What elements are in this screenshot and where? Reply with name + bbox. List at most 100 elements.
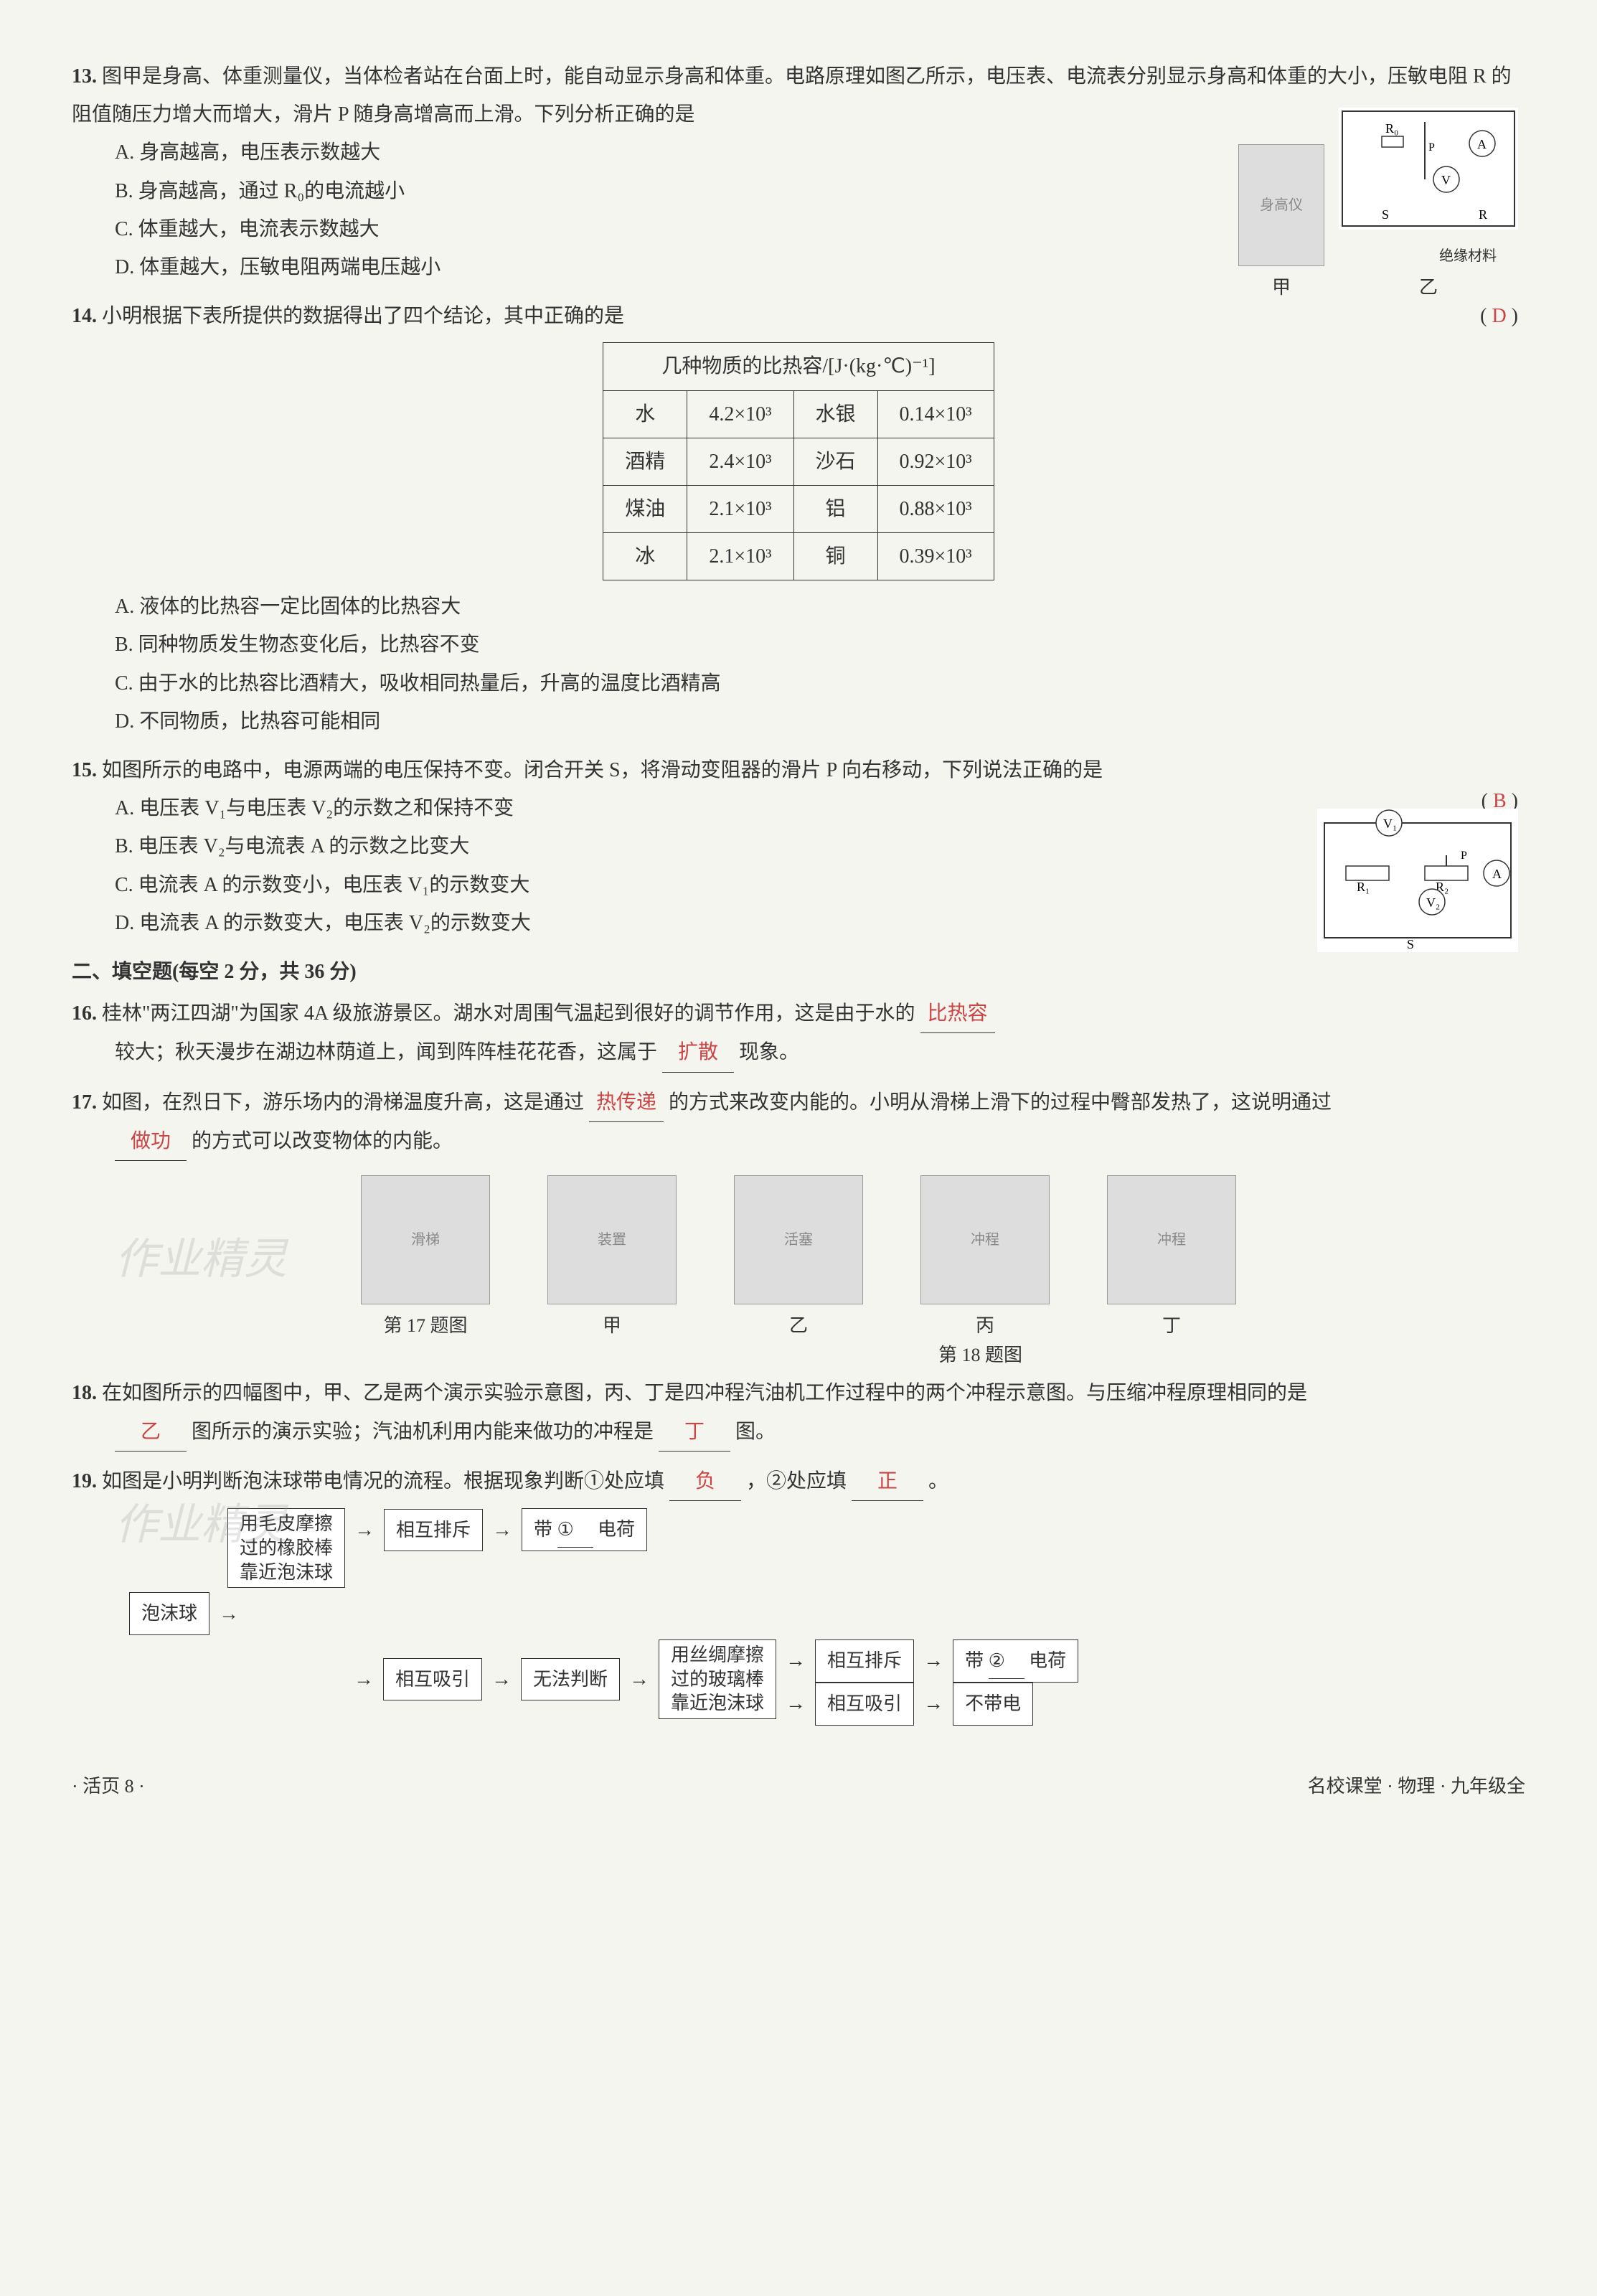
q14-answer: D bbox=[1492, 305, 1506, 327]
table-row: 水 4.2×10³ 水银 0.14×10³ bbox=[603, 390, 994, 438]
circuit-diagram-icon: R₀ A V S R P bbox=[1339, 108, 1518, 230]
question-19: 作业精灵 19. 如图是小明判断泡沫球带电情况的流程。根据现象判断①处应填 负 … bbox=[72, 1462, 1525, 1726]
q19-blank-2: 正 bbox=[852, 1462, 923, 1501]
question-18: 18. 在如图所示的四幅图中，甲、乙是两个演示实验示意图，丙、丁是四冲程汽油机工… bbox=[72, 1374, 1525, 1451]
q16-number: 16. bbox=[72, 1002, 97, 1025]
table-title: 几种物质的比热容/[J·(kg·℃)⁻¹] bbox=[603, 343, 994, 390]
q17-blank-1: 热传递 bbox=[589, 1083, 664, 1122]
flow-unknown: 无法判断 bbox=[521, 1658, 620, 1700]
footer-right: 名校课堂 · 物理 · 九年级全 bbox=[1308, 1769, 1525, 1804]
q16-blank-2: 扩散 bbox=[662, 1033, 734, 1072]
q18-figure-jia: 装置 bbox=[547, 1175, 677, 1304]
q13-number: 13. bbox=[72, 65, 97, 88]
svg-text:R₁: R₁ bbox=[1357, 880, 1370, 894]
svg-text:V₁: V₁ bbox=[1383, 817, 1397, 831]
q19-flowchart: 用毛皮摩擦 过的橡胶棒 靠近泡沫球 → 相互排斥 → 带 ① 电荷 泡沫球 → … bbox=[72, 1508, 1525, 1726]
q14-option-a: A. 液体的比热容一定比固体的比热容大 bbox=[115, 588, 1525, 626]
section-2-header: 二、填空题(每空 2 分，共 36 分) bbox=[72, 953, 1525, 991]
q15-option-c: C. 电流表 A 的示数变小，电压表 V₁的示数变大 bbox=[115, 866, 1525, 904]
q19-blank-1: 负 bbox=[669, 1462, 741, 1501]
q17-text-2: 的方式来改变内能的。小明从滑梯上滑下的过程中臀部发热了，这说明通过 bbox=[669, 1091, 1332, 1114]
table-row: 煤油 2.1×10³ 铝 0.88×10³ bbox=[603, 485, 994, 532]
q13-figure-jia: 身高仪 甲 bbox=[1238, 144, 1324, 305]
svg-text:V₂: V₂ bbox=[1426, 895, 1440, 910]
question-15: 15. 如图所示的电路中，电源两端的电压保持不变。闭合开关 S，将滑动变阻器的滑… bbox=[72, 751, 1525, 942]
svg-text:S: S bbox=[1407, 937, 1414, 951]
arrow-icon: → bbox=[350, 1511, 379, 1549]
arrow-icon: → bbox=[349, 1660, 378, 1698]
arrow-icon: → bbox=[781, 1685, 810, 1723]
flow-repel1: 相互排斥 bbox=[384, 1509, 483, 1551]
svg-text:V: V bbox=[1441, 173, 1451, 187]
q15-option-b: B. 电压表 V₂与电流表 A 的示数之比变大 bbox=[115, 827, 1525, 865]
q16-blank-1: 比热容 bbox=[920, 994, 995, 1033]
circuit-diagram-icon: V₁ R₁ P R₂ V₂ A S bbox=[1317, 809, 1518, 952]
q18-blank-1: 乙 bbox=[115, 1413, 187, 1452]
svg-text:A: A bbox=[1492, 867, 1502, 881]
q18-figure-ding: 冲程 bbox=[1107, 1175, 1236, 1304]
q17-figure: 滑梯 bbox=[361, 1175, 490, 1304]
question-17: 17. 如图，在烈日下，游乐场内的滑梯温度升高，这是通过 热传递 的方式来改变内… bbox=[72, 1083, 1525, 1161]
q15-option-d: D. 电流表 A 的示数变大，电压表 V₂的示数变大 bbox=[115, 904, 1525, 942]
q17-blank-2: 做功 bbox=[115, 1122, 187, 1161]
flow-rub1: 用毛皮摩擦 过的橡胶棒 靠近泡沫球 bbox=[227, 1508, 345, 1588]
flow-neutral: 不带电 bbox=[953, 1683, 1033, 1725]
q19-text-2: ，②处应填 bbox=[746, 1470, 847, 1492]
flow-charge1: 带 ① 电荷 bbox=[522, 1508, 647, 1551]
table-row: 酒精 2.4×10³ 沙石 0.92×10³ bbox=[603, 438, 994, 485]
arrow-icon: → bbox=[488, 1511, 517, 1549]
flow-repel2: 相互排斥 bbox=[815, 1639, 914, 1682]
q19-text-3: 。 bbox=[928, 1470, 948, 1492]
q15-option-a: A. 电压表 V₁与电压表 V₂的示数之和保持不变 bbox=[115, 789, 1525, 827]
q13-figure-yi: R₀ A V S R P 绝缘材料 乙 bbox=[1339, 108, 1518, 306]
svg-text:P: P bbox=[1461, 850, 1467, 862]
q17-text-3: 的方式可以改变物体的内能。 bbox=[192, 1130, 453, 1152]
q16-text-3: 现象。 bbox=[739, 1041, 799, 1063]
svg-text:S: S bbox=[1382, 207, 1389, 222]
q15-text: 如图所示的电路中，电源两端的电压保持不变。闭合开关 S，将滑动变阻器的滑片 P … bbox=[102, 759, 1103, 781]
q15-number: 15. bbox=[72, 759, 97, 781]
q18-blank-2: 丁 bbox=[659, 1413, 730, 1452]
q14-text: 小明根据下表所提供的数据得出了四个结论，其中正确的是 bbox=[102, 305, 624, 327]
svg-text:P: P bbox=[1428, 141, 1435, 154]
flow-attract2: 相互吸引 bbox=[815, 1683, 914, 1725]
q18-text-2: 图所示的演示实验；汽油机利用内能来做功的冲程是 bbox=[192, 1421, 654, 1443]
q16-text-2: 较大；秋天漫步在湖边林荫道上，闻到阵阵桂花花香，这属于 bbox=[115, 1041, 657, 1063]
q17-number: 17. bbox=[72, 1091, 97, 1114]
arrow-icon: → bbox=[919, 1642, 948, 1680]
svg-text:A: A bbox=[1477, 137, 1487, 151]
q18-text-3: 图。 bbox=[735, 1421, 776, 1443]
page-footer: · 活页 8 · 名校课堂 · 物理 · 九年级全 bbox=[72, 1769, 1525, 1804]
table-row: 冰 2.1×10³ 铜 0.39×10³ bbox=[603, 533, 994, 580]
flow-start: 泡沫球 bbox=[129, 1592, 209, 1634]
q14-option-b: B. 同种物质发生物态变化后，比热容不变 bbox=[115, 626, 1525, 664]
svg-text:R₀: R₀ bbox=[1385, 121, 1398, 136]
arrow-icon: → bbox=[919, 1685, 948, 1723]
figures-17-18: 滑梯第 17 题图 装置甲 活塞乙 冲程丙 冲程丁 bbox=[72, 1175, 1525, 1343]
q18-number: 18. bbox=[72, 1382, 97, 1404]
arrow-icon: → bbox=[625, 1660, 654, 1698]
q14-number: 14. bbox=[72, 305, 97, 327]
footer-left: · 活页 8 · bbox=[72, 1769, 145, 1804]
q18-figure-yi: 活塞 bbox=[734, 1175, 863, 1304]
q18-text-1: 在如图所示的四幅图中，甲、乙是两个演示实验示意图，丙、丁是四冲程汽油机工作过程中… bbox=[102, 1382, 1307, 1404]
q18-figure-bing: 冲程 bbox=[920, 1175, 1050, 1304]
q14-option-d: D. 不同物质，比热容可能相同 bbox=[115, 702, 1525, 740]
q17-text-1: 如图，在烈日下，游乐场内的滑梯温度升高，这是通过 bbox=[102, 1091, 584, 1114]
q19-text-1: 如图是小明判断泡沫球带电情况的流程。根据现象判断①处应填 bbox=[102, 1470, 664, 1492]
question-16: 16. 桂林"两江四湖"为国家 4A 级旅游景区。湖水对周围气温起到很好的调节作… bbox=[72, 994, 1525, 1072]
q14-answer-paren: ( D ) bbox=[1480, 297, 1518, 335]
q14-table: 几种物质的比热容/[J·(kg·℃)⁻¹] 水 4.2×10³ 水银 0.14×… bbox=[603, 342, 994, 580]
arrow-icon: → bbox=[781, 1642, 810, 1680]
flow-charge2: 带 ② 电荷 bbox=[953, 1639, 1078, 1683]
question-13: 13. 图甲是身高、体重测量仪，当体检者站在台面上时，能自动显示身高和体重。电路… bbox=[72, 57, 1525, 286]
svg-text:R: R bbox=[1479, 207, 1487, 222]
flow-attract1: 相互吸引 bbox=[383, 1658, 482, 1700]
q16-text-1: 桂林"两江四湖"为国家 4A 级旅游景区。湖水对周围气温起到很好的调节作用，这是… bbox=[102, 1002, 915, 1025]
q14-option-c: C. 由于水的比热容比酒精大，吸收相同热量后，升高的温度比酒精高 bbox=[115, 664, 1525, 702]
question-14: 14. 小明根据下表所提供的数据得出了四个结论，其中正确的是 ( D ) 几种物… bbox=[72, 297, 1525, 740]
flow-rub2: 用丝绸摩擦 过的玻璃棒 靠近泡沫球 bbox=[659, 1639, 776, 1719]
arrow-icon: → bbox=[487, 1660, 516, 1698]
q19-number: 19. bbox=[72, 1470, 97, 1492]
arrow-icon: → bbox=[215, 1595, 243, 1633]
